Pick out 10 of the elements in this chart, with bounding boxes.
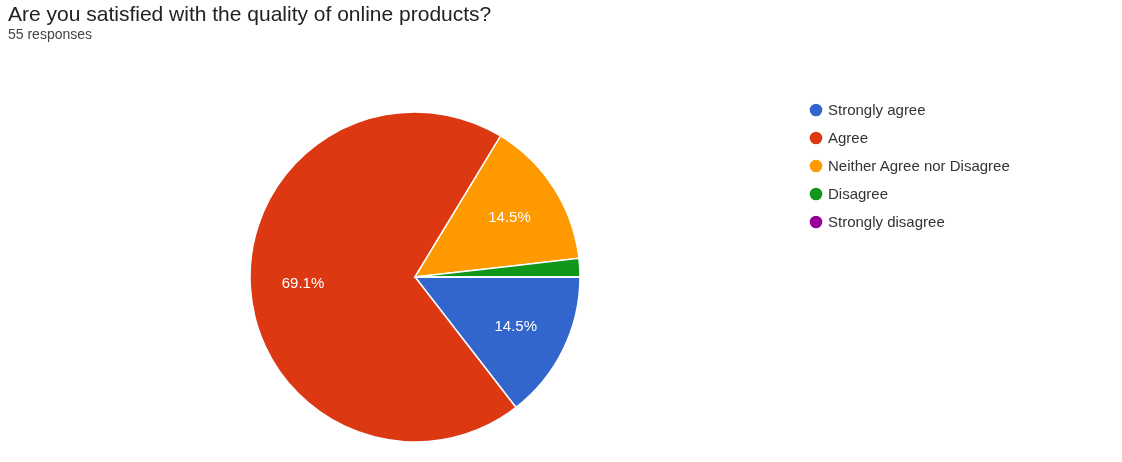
data-label: 69.1% — [281, 274, 325, 292]
legend-label: Agree — [828, 129, 869, 146]
legend-label: Strongly disagree — [828, 213, 945, 230]
data-label: 14.5% — [488, 207, 531, 225]
chart-title: Are you satisfied with the quality of online products? — [8, 2, 492, 25]
text: 55 responses — [8, 26, 93, 42]
legend-label: Strongly agree — [828, 101, 926, 118]
legend-label: Disagree — [828, 185, 889, 202]
legend-label: Neither Agree nor Disagree — [828, 157, 1010, 174]
data-label: 14.5% — [494, 317, 538, 335]
